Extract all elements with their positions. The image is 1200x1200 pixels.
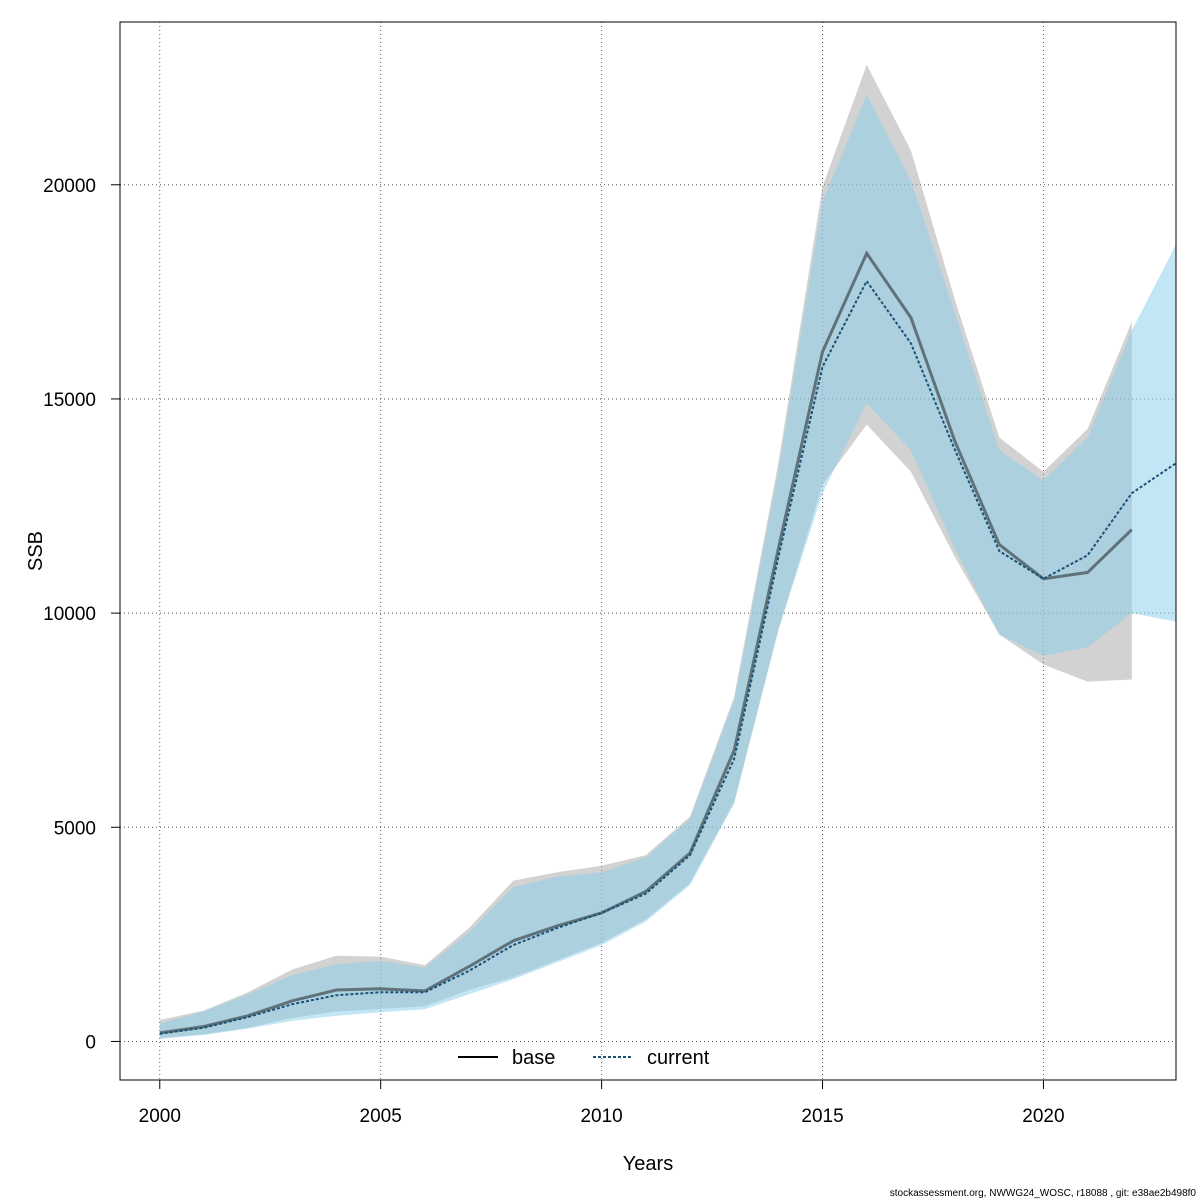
legend-base-label: base [512, 1047, 555, 1069]
series-lines [159, 250, 1177, 1035]
y-tick-label: 5000 [54, 818, 96, 839]
x-tick-label: 2020 [1022, 1106, 1064, 1127]
y-tick-label: 15000 [43, 390, 96, 411]
y-tick-label: 0 [85, 1032, 96, 1053]
line-base [159, 250, 1133, 1035]
x-axis-title: Years [623, 1153, 673, 1175]
confidence-bands [159, 64, 1177, 1039]
band-current [159, 94, 1177, 1039]
x-tick-label: 2010 [580, 1106, 622, 1127]
y-tick-label: 20000 [43, 176, 96, 197]
legend-current-label: current [647, 1047, 710, 1069]
y-tick-label: 10000 [43, 604, 96, 625]
footer-note: stockassessment.org, NWWG24_WOSC, r18088… [890, 1188, 1197, 1199]
x-tick-label: 2015 [801, 1106, 843, 1127]
legend: base current [458, 1047, 710, 1069]
line-current [159, 279, 1177, 1035]
x-axis: 2000 2005 2010 2015 2020 [139, 1079, 1065, 1127]
x-tick-label: 2000 [139, 1106, 181, 1127]
y-axis-title: SSB [25, 531, 47, 571]
x-tick-label: 2005 [360, 1106, 402, 1127]
y-axis: 0 5000 10000 15000 20000 [43, 176, 121, 1053]
